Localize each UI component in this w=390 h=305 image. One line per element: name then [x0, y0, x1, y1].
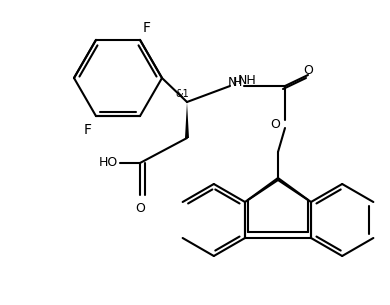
Text: NH: NH [238, 74, 257, 87]
Text: H: H [232, 76, 242, 88]
Text: HO: HO [98, 156, 118, 170]
Text: O: O [270, 119, 280, 131]
Text: N: N [227, 76, 237, 88]
Polygon shape [185, 102, 189, 138]
Text: O: O [303, 63, 313, 77]
Text: F: F [143, 21, 151, 35]
Text: O: O [135, 202, 145, 214]
Text: &1: &1 [175, 89, 189, 99]
Text: F: F [84, 123, 92, 137]
